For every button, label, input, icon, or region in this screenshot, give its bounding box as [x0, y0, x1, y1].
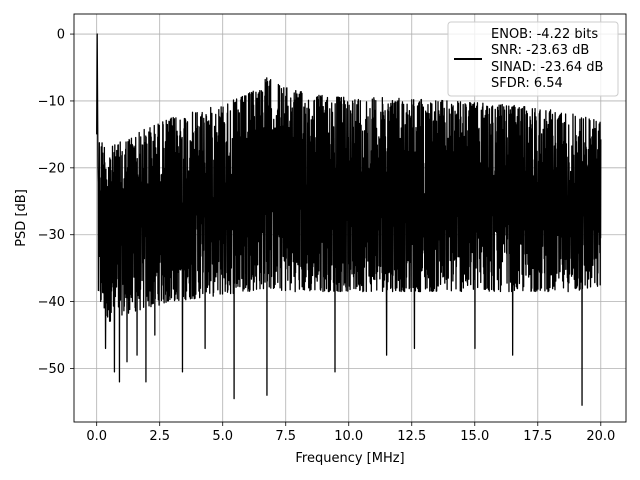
legend-entry-sinad: SINAD: -23.64 dB: [491, 60, 603, 75]
x-tick-label: 5.0: [212, 429, 233, 444]
psd-series-line: [96, 33, 602, 406]
x-tick-label: 12.5: [397, 429, 426, 444]
y-tick-label: −10: [38, 94, 65, 109]
y-tick-label: −30: [38, 228, 65, 243]
x-tick-label: 7.5: [275, 429, 296, 444]
legend: ENOB: -4.22 bits SNR: -23.63 dB SINAD: -…: [447, 21, 619, 97]
y-tick-label: −40: [38, 295, 65, 310]
y-axis-title: PSD [dB]: [14, 189, 29, 247]
x-tick-label: 20.0: [586, 429, 615, 444]
legend-box: [447, 21, 619, 97]
plot-frame: [73, 13, 627, 423]
y-tick-label: 0: [57, 28, 65, 43]
x-tick-label: 10.0: [334, 429, 363, 444]
ticks: 0.0 2.5 5.0 7.5 10.0 12.5 15.0 17.5 20.0 0 −10 −20 −…: [38, 28, 616, 444]
x-tick-label: 17.5: [523, 429, 552, 444]
y-tick-label: −20: [38, 161, 65, 176]
x-tick-label: 0.0: [86, 429, 107, 444]
y-tick-label: −50: [38, 362, 65, 377]
legend-entry-sfdr: SFDR: 6.54: [491, 76, 563, 91]
legend-entry-enob: ENOB: -4.22 bits: [491, 27, 598, 42]
x-axis-title: Frequency [MHz]: [295, 451, 404, 466]
x-tick-label: 15.0: [460, 429, 489, 444]
legend-entry-snr: SNR: -23.63 dB: [491, 43, 589, 58]
series-group: [96, 33, 602, 406]
x-tick-label: 2.5: [149, 429, 170, 444]
